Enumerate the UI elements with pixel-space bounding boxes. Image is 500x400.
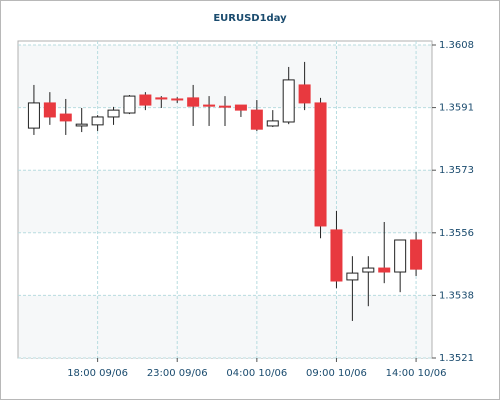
y-tick-label: 1.3591 — [439, 103, 474, 114]
candle-body — [27, 102, 40, 129]
candle-body — [282, 79, 295, 123]
x-tick-label: 18:00 09/06 — [67, 368, 128, 379]
x-tick-label: 23:00 09/06 — [147, 368, 208, 379]
y-tick-label: 1.3573 — [439, 165, 474, 176]
plot-band — [18, 170, 432, 233]
candle-body — [171, 98, 184, 101]
candle-body — [410, 239, 423, 270]
candle-body — [250, 109, 263, 130]
candle-body — [59, 113, 72, 122]
candle-body — [123, 95, 136, 114]
candle-body — [378, 267, 391, 273]
y-tick-label: 1.3521 — [439, 353, 474, 364]
chart-title: EURUSD1day — [213, 13, 287, 24]
candle-body — [91, 116, 104, 126]
y-tick-label: 1.3556 — [439, 228, 474, 239]
candle-body — [155, 97, 168, 100]
candle-body — [330, 229, 343, 282]
candle-body — [234, 104, 247, 111]
candle-body — [346, 272, 359, 281]
y-tick-label: 1.3608 — [439, 40, 474, 51]
candle-body — [43, 102, 56, 118]
candle-body — [75, 123, 88, 127]
plot-band — [18, 295, 432, 358]
candle-body — [107, 109, 120, 118]
candle-body — [203, 104, 216, 107]
candle-body — [298, 84, 311, 104]
candle-body — [139, 94, 152, 106]
candle-body — [219, 105, 231, 108]
candle-body — [362, 267, 375, 273]
x-tick-label: 09:00 10/06 — [306, 368, 367, 379]
candle-body — [394, 239, 407, 273]
x-tick-label: 14:00 10/06 — [386, 368, 447, 379]
candle-body — [314, 102, 327, 227]
candle-body — [266, 120, 279, 127]
candle-body — [187, 97, 200, 107]
y-tick-label: 1.3538 — [439, 290, 474, 301]
x-tick-label: 04:00 10/06 — [226, 368, 287, 379]
